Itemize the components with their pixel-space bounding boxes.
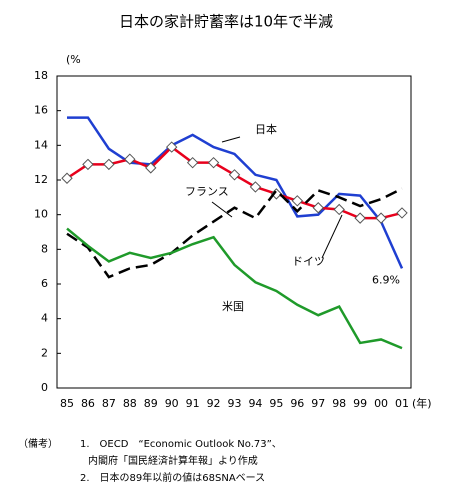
x-tick-label: 87 (102, 397, 116, 410)
point-marker (82, 158, 94, 171)
x-tick-label: 00 (374, 397, 388, 410)
point-marker (165, 141, 178, 153)
x-tick-label: 90 (165, 397, 179, 410)
x-tick-label: 89 (144, 397, 158, 410)
x-tick-label: 91 (186, 397, 200, 410)
y-tick-label: 14 (34, 138, 48, 151)
point-marker (228, 169, 241, 181)
point-marker (186, 156, 199, 169)
point-marker (375, 212, 387, 224)
y-tick-label: 12 (34, 173, 48, 186)
y-tick-label: 8 (41, 242, 48, 255)
series-label: ドイツ (292, 255, 325, 268)
x-tick-label: 97 (311, 397, 325, 410)
series-label: 米国 (222, 300, 244, 313)
x-tick-label: 96 (290, 397, 304, 410)
point-marker (270, 188, 283, 200)
y-tick-label: 6 (41, 277, 48, 290)
y-tick-label: 0 (41, 381, 48, 394)
point-marker (354, 212, 366, 224)
point-marker (61, 172, 73, 184)
annotation-arrow (221, 136, 241, 143)
series-line (67, 116, 404, 269)
series-line (66, 187, 403, 279)
y-tick-label: 10 (34, 208, 48, 221)
series-line (66, 227, 403, 350)
note: 内閣府「国民経済計算年報」より作成 (88, 454, 258, 467)
point-marker (333, 203, 345, 216)
series-label: フランス (185, 185, 229, 198)
point-marker (249, 181, 262, 193)
y-tick-label: 4 (41, 312, 48, 325)
x-unit: (年) (412, 396, 432, 410)
point-marker (291, 195, 304, 207)
y-tick-label: 2 (41, 346, 48, 359)
annotation-arrow (321, 214, 343, 259)
point-marker (103, 158, 115, 171)
x-tick-label: 92 (207, 397, 221, 410)
plot-frame (56, 75, 412, 389)
value-label: 6.9% (372, 273, 400, 286)
x-tick-label: 88 (123, 397, 137, 410)
note: （備考） (18, 437, 58, 450)
point-marker (396, 207, 408, 219)
x-tick-label: 85 (60, 397, 74, 410)
series-label: 日本 (255, 122, 277, 136)
annotation-arrow (211, 201, 233, 218)
x-tick-label: 95 (269, 397, 283, 410)
note: 2. 日本の89年以前の値は68SNAベース (80, 471, 265, 484)
point-marker (312, 202, 324, 214)
y-tick-label: 18 (34, 69, 48, 82)
x-tick-label: 98 (332, 397, 346, 410)
point-marker (124, 153, 136, 165)
point-marker (207, 156, 220, 169)
x-tick-label: 93 (228, 397, 242, 410)
x-tick-label: 94 (248, 397, 262, 410)
x-tick-label: 99 (353, 397, 367, 410)
x-tick-label: 86 (81, 397, 95, 410)
y-tick-label: 16 (34, 104, 48, 117)
chart-title: 日本の家計貯蓄率は10年で半減 (119, 13, 333, 31)
y-unit: (% (66, 53, 81, 66)
x-tick-label: 01 (395, 397, 409, 410)
note: 1. OECD “Economic Outlook No.73”、 (80, 439, 282, 450)
point-marker (145, 162, 157, 174)
